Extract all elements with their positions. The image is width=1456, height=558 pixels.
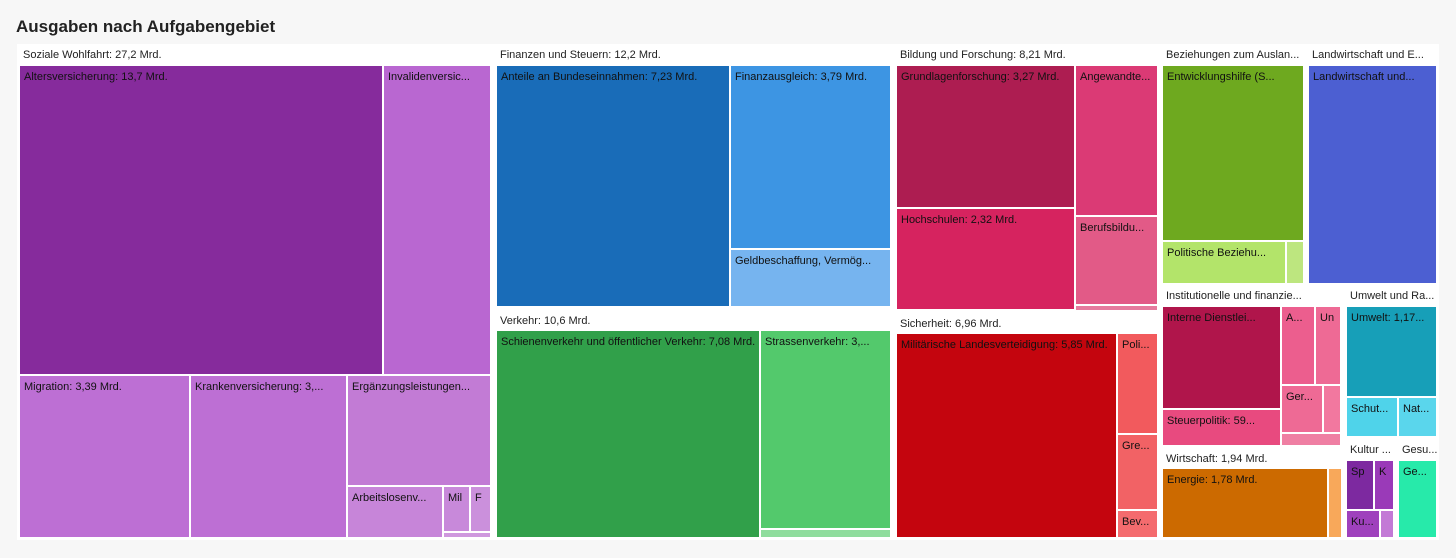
tile-label: Schut...: [1351, 403, 1389, 415]
tile-label: Ge...: [1403, 466, 1427, 478]
treemap-tile-angewandte[interactable]: Angewandte...: [1076, 66, 1159, 217]
tile-label: Ku...: [1351, 516, 1374, 528]
treemap-tile-energie[interactable]: Energie: 1,78 Mrd.: [1163, 469, 1329, 539]
tile-label: Anteile an Bundeseinnahmen: 7,23 Mrd.: [501, 71, 698, 83]
treemap-tile-umwelt[interactable]: Umwelt: 1,17...: [1347, 307, 1438, 398]
treemap-tile-grundlagenforschung[interactable]: Grundlagenforschung: 3,27 Mrd.: [897, 66, 1076, 209]
treemap-tile-finanzausgleich[interactable]: Finanzausgleich: 3,79 Mrd.: [731, 66, 892, 250]
tile-label: Geldbeschaffung, Vermög...: [735, 255, 872, 267]
treemap-tile-sp[interactable]: Sp: [1347, 461, 1375, 511]
treemap-tile-politische-beziehu[interactable]: Politische Beziehu...: [1163, 242, 1287, 285]
treemap-tile-a[interactable]: A...: [1282, 307, 1316, 386]
tile-label: Steuerpolitik: 59...: [1167, 415, 1256, 427]
tile-label: Mil: [448, 492, 463, 504]
treemap-tile-anteile-an-bundeseinnahmen[interactable]: Anteile an Bundeseinnahmen: 7,23 Mrd.: [497, 66, 731, 308]
treemap-tile-bev[interactable]: Bev...: [1118, 511, 1159, 539]
group-label-soziale-wohlfahrt: Soziale Wohlfahrt: 27,2 Mrd.: [23, 49, 162, 61]
treemap-tile-schut[interactable]: Schut...: [1347, 398, 1399, 438]
treemap-tile-geldbeschaffung-vermoeg[interactable]: Geldbeschaffung, Vermög...: [731, 250, 892, 308]
treemap-tile-strassenverkehr[interactable]: Strassenverkehr: 3,...: [761, 331, 892, 530]
treemap-tile-poli[interactable]: Poli...: [1118, 334, 1159, 435]
treemap-tile-kultur-sub-3[interactable]: [1381, 511, 1395, 539]
treemap-tile-nat[interactable]: Nat...: [1399, 398, 1438, 438]
group-label-verkehr: Verkehr: 10,6 Mrd.: [500, 315, 591, 327]
treemap-tile-krankenversicherung[interactable]: Krankenversicherung: 3,...: [191, 376, 348, 539]
treemap-tile-hochschulen[interactable]: Hochschulen: 2,32 Mrd.: [897, 209, 1076, 311]
tile-label: Bev...: [1122, 516, 1150, 528]
treemap-tile-mil[interactable]: Mil: [444, 487, 471, 533]
tile-label: Migration: 3,39 Mrd.: [24, 381, 122, 393]
treemap-tile-k[interactable]: K: [1375, 461, 1395, 511]
group-label-beziehungen-zum-auslan: Beziehungen zum Auslan...: [1166, 49, 1300, 61]
tile-label: Entwicklungshilfe (S...: [1167, 71, 1275, 83]
group-label-finanzen-und-steuern: Finanzen und Steuern: 12,2 Mrd.: [500, 49, 661, 61]
tile-label: Umwelt: 1,17...: [1351, 312, 1425, 324]
group-label-bildung-und-forschung: Bildung und Forschung: 8,21 Mrd.: [900, 49, 1066, 61]
group-label-umwelt-und-ra: Umwelt und Ra...: [1350, 290, 1435, 302]
tile-label: Finanzausgleich: 3,79 Mrd.: [735, 71, 868, 83]
tile-label: Politische Beziehu...: [1167, 247, 1267, 259]
tile-label: Sp: [1351, 466, 1365, 478]
tile-label: Strassenverkehr: 3,...: [765, 336, 870, 348]
treemap-tile-bildung-und-forschung[interactable]: [1076, 306, 1159, 312]
treemap-tile-beziehungen-zum-auslan-sub-2[interactable]: [1287, 242, 1305, 285]
treemap-tile-landwirtschaft-und[interactable]: Landwirtschaft und...: [1309, 66, 1438, 285]
treemap-tile-schienenverkehr-und-oeffentlicher-verkehr[interactable]: Schienenverkehr und öffentlicher Verkehr…: [497, 331, 761, 539]
treemap-tile-steuerpolitik[interactable]: Steuerpolitik: 59...: [1163, 410, 1282, 447]
tile-label: Grundlagenforschung: 3,27 Mrd.: [901, 71, 1060, 83]
treemap-tile-arbeitslosenv[interactable]: Arbeitslosenv...: [348, 487, 444, 539]
tile-label: Poli...: [1122, 339, 1150, 351]
group-label-kultur: Kultur ...: [1350, 444, 1391, 456]
treemap-tile-militaerische-landesverteidigung[interactable]: Militärische Landesverteidigung: 5,85 Mr…: [897, 334, 1118, 539]
tile-label: Ger...: [1286, 391, 1313, 403]
tile-label: Hochschulen: 2,32 Mrd.: [901, 214, 1018, 226]
tile-label: Landwirtschaft und...: [1313, 71, 1415, 83]
group-label-landwirtschaft-und-e: Landwirtschaft und E...: [1312, 49, 1424, 61]
group-label-sicherheit: Sicherheit: 6,96 Mrd.: [900, 318, 1002, 330]
tile-label: Berufsbildu...: [1080, 222, 1145, 234]
treemap-tile-migration[interactable]: Migration: 3,39 Mrd.: [20, 376, 191, 539]
treemap-tile-ger[interactable]: Ger...: [1282, 386, 1324, 434]
treemap-tile-ergaenzungsleistungen[interactable]: Ergänzungsleistungen...: [348, 376, 492, 487]
tile-label: A...: [1286, 312, 1303, 324]
group-label-institutionelle-und-finanzie: Institutionelle und finanzie...: [1166, 290, 1302, 302]
treemap-tile-un[interactable]: Un: [1316, 307, 1342, 386]
tile-label: F: [475, 492, 482, 504]
treemap-tile-verkehr[interactable]: [761, 530, 892, 539]
treemap-tile-soziale-wohlfahrt[interactable]: [444, 533, 492, 539]
treemap-tile-entwicklungshilfe-s[interactable]: Entwicklungshilfe (S...: [1163, 66, 1305, 242]
tile-label: Ergänzungsleistungen...: [352, 381, 471, 393]
treemap-tile-ku[interactable]: Ku...: [1347, 511, 1381, 539]
treemap-tile-berufsbildu[interactable]: Berufsbildu...: [1076, 217, 1159, 306]
treemap-tile-interne-dienstlei[interactable]: Interne Dienstlei...: [1163, 307, 1282, 410]
tile-label: Energie: 1,78 Mrd.: [1167, 474, 1258, 486]
group-label-wirtschaft: Wirtschaft: 1,94 Mrd.: [1166, 453, 1268, 465]
group-label-gesu: Gesu...: [1402, 444, 1438, 456]
tile-label: Un: [1320, 312, 1335, 324]
tile-label: Invalidenversic...: [388, 71, 470, 83]
tile-label: Interne Dienstlei...: [1167, 312, 1256, 324]
treemap-tile-institutionelle-und-finanzie-sub-6[interactable]: [1282, 434, 1342, 447]
treemap-tile-wirtschaft[interactable]: [1329, 469, 1343, 539]
tile-label: Nat...: [1403, 403, 1430, 415]
tile-label: Militärische Landesverteidigung: 5,85 Mr…: [901, 339, 1108, 351]
tile-label: Krankenversicherung: 3,...: [195, 381, 324, 393]
treemap-tile-ge[interactable]: Ge...: [1399, 461, 1438, 539]
tile-label: Altersversicherung: 13,7 Mrd.: [24, 71, 168, 83]
treemap-tile-invalidenversic[interactable]: Invalidenversic...: [384, 66, 492, 376]
treemap-tile-altersversicherung[interactable]: Altersversicherung: 13,7 Mrd.: [20, 66, 384, 376]
tile-label: Gre...: [1122, 440, 1150, 452]
chart-title: Ausgaben nach Aufgabengebiet: [16, 17, 276, 36]
tile-label: K: [1379, 466, 1387, 478]
tile-label: Schienenverkehr und öffentlicher Verkehr…: [501, 336, 756, 348]
treemap-tile-gre[interactable]: Gre...: [1118, 435, 1159, 511]
treemap-tile-f[interactable]: F: [471, 487, 492, 533]
tile-label: Arbeitslosenv...: [352, 492, 427, 504]
treemap-tile-institutionelle-und-finanzie-sub-4[interactable]: [1324, 386, 1342, 434]
tile-label: Angewandte...: [1080, 71, 1151, 83]
treemap-panel: Soziale Wohlfahrt: 27,2 Mrd. Altersversic…: [17, 44, 1439, 540]
